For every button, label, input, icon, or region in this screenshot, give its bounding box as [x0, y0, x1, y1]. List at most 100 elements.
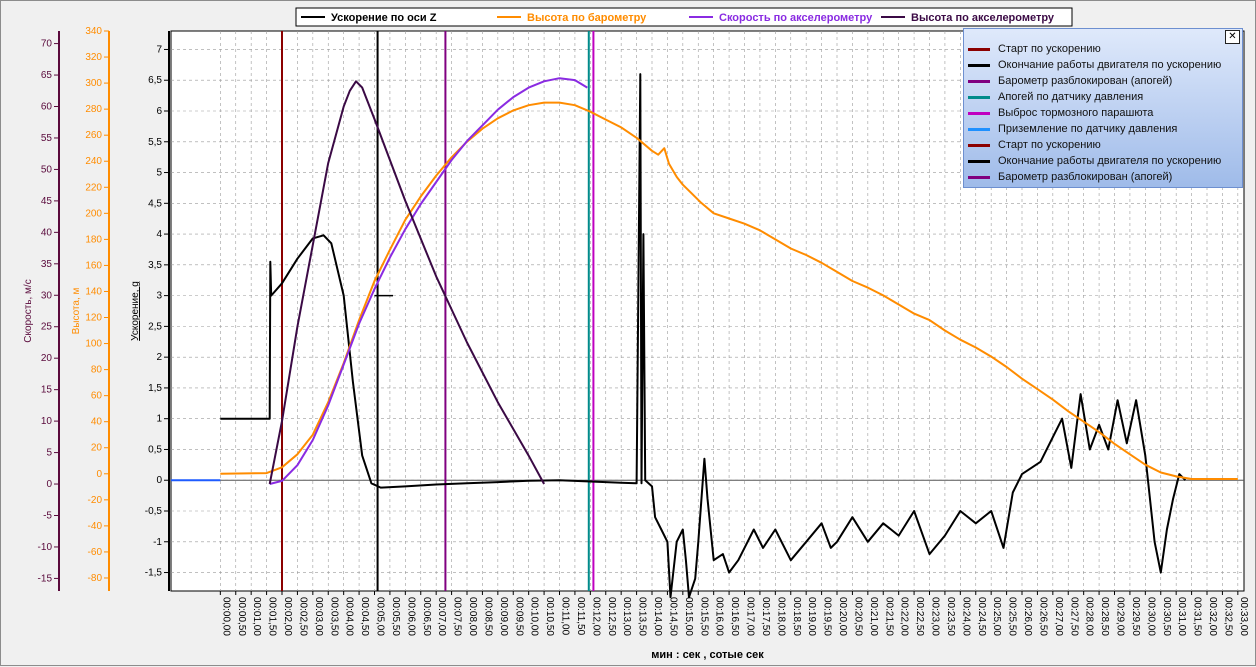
legend-swatch: [968, 63, 990, 67]
y-tick-label: 0: [46, 479, 52, 490]
x-tick-label: 00:14,50: [667, 597, 678, 636]
x-tick-label: 00:02,50: [297, 597, 308, 636]
y-tick-label: 320: [85, 52, 102, 63]
y-tick-label: 0,5: [148, 444, 162, 455]
legend-panel-label: Приземление по датчику давления: [998, 123, 1178, 135]
y-tick-label: 25: [41, 322, 53, 333]
x-tick-label: 00:17,50: [760, 597, 771, 636]
x-tick-label: 00:17,00: [745, 597, 756, 636]
y-tick-label: 260: [85, 130, 102, 141]
y-tick-label: 1: [156, 414, 162, 425]
x-tick-label: 00:23,50: [945, 597, 956, 636]
y-tick-label: 180: [85, 234, 102, 245]
y-tick-label: 20: [91, 443, 103, 454]
x-tick-label: 00:21,00: [868, 597, 879, 636]
x-tick-label: 00:11,00: [560, 597, 571, 636]
x-tick-label: 00:22,00: [899, 597, 910, 636]
y-tick-label: 6,5: [148, 75, 162, 86]
x-tick-label: 00:20,50: [852, 597, 863, 636]
legend-swatch: [968, 79, 990, 83]
x-tick-label: 00:33,00: [1238, 597, 1249, 636]
x-tick-label: 00:13,00: [621, 597, 632, 636]
y-tick-label: 45: [41, 196, 53, 207]
y-tick-label: 120: [85, 313, 102, 324]
y-tick-label: 70: [41, 39, 53, 50]
legend-panel-item: Окончание работы двигателя по ускорению: [968, 153, 1221, 169]
y-tick-label: 5: [156, 168, 162, 179]
close-icon[interactable]: ✕: [1225, 30, 1240, 44]
legend-swatch: [968, 127, 990, 131]
y-tick-label: 10: [41, 416, 53, 427]
x-tick-label: 00:12,00: [590, 597, 601, 636]
x-tick-label: 00:08,50: [482, 597, 493, 636]
series-line: [269, 77, 588, 485]
x-tick-label: 00:16,00: [714, 597, 725, 636]
y-tick-label: -80: [88, 573, 103, 584]
y-tick-label: -20: [88, 495, 103, 506]
y-tick-label: 40: [41, 227, 53, 238]
x-tick-label: 00:21,50: [883, 597, 894, 636]
legend-entry: Ускорение по оси Z: [331, 12, 437, 24]
y-tick-label: 1,5: [148, 383, 162, 394]
x-tick-label: 00:28,00: [1084, 597, 1095, 636]
x-tick-label: 00:07,50: [452, 597, 463, 636]
x-tick-label: 00:14,00: [652, 597, 663, 636]
legend-panel-item: Окончание работы двигателя по ускорению: [968, 57, 1221, 73]
x-tick-label: 00:15,50: [698, 597, 709, 636]
y-tick-label: 0: [96, 469, 102, 480]
legend-swatch: [968, 159, 990, 163]
y-tick-label: 7: [156, 44, 162, 55]
y-tick-label: 2,5: [148, 321, 162, 332]
y-axis-label: Ускорение, g: [130, 281, 141, 341]
x-tick-label: 00:28,50: [1099, 597, 1110, 636]
x-tick-label: 00:12,50: [606, 597, 617, 636]
y-tick-label: 100: [85, 339, 102, 350]
x-tick-label: 00:25,50: [1007, 597, 1018, 636]
y-tick-label: 0: [156, 475, 162, 486]
y-tick-label: 55: [41, 133, 53, 144]
legend-swatch: [968, 111, 990, 115]
legend-panel-item: Выброс тормозного парашюта: [968, 105, 1153, 121]
x-tick-label: 00:09,00: [498, 597, 509, 636]
y-tick-label: 240: [85, 156, 102, 167]
x-tick-label: 00:24,00: [960, 597, 971, 636]
x-tick-label: 00:30,00: [1145, 597, 1156, 636]
y-tick-label: -60: [88, 547, 103, 558]
y-tick-label: 4: [156, 229, 162, 240]
legend-swatch: [968, 143, 990, 147]
x-tick-label: 00:00,00: [220, 597, 231, 636]
legend-entry: Скорость по акселерометру: [719, 12, 873, 24]
x-tick-label: 00:25,00: [991, 597, 1002, 636]
legend-panel-label: Барометр разблокирован (апогей): [998, 75, 1173, 87]
x-tick-label: 00:05,50: [390, 597, 401, 636]
y-tick-label: 140: [85, 286, 102, 297]
legend-swatch: [968, 175, 990, 179]
x-tick-label: 00:30,50: [1161, 597, 1172, 636]
y-tick-label: 60: [41, 102, 53, 113]
legend-panel-item: Старт по ускорению: [968, 137, 1101, 153]
y-tick-label: 280: [85, 104, 102, 115]
y-tick-label: 220: [85, 182, 102, 193]
series-line: [220, 101, 1238, 480]
legend-panel-item: Апогей по датчику давления: [968, 89, 1143, 105]
x-tick-label: 00:04,50: [359, 597, 370, 636]
x-tick-label: 00:06,00: [405, 597, 416, 636]
x-tick-label: 00:08,00: [467, 597, 478, 636]
x-tick-label: 00:20,00: [837, 597, 848, 636]
y-tick-label: 30: [41, 290, 53, 301]
x-tick-label: 00:03,00: [313, 597, 324, 636]
legend-panel: ✕ Старт по ускорению Окончание работы дви…: [963, 28, 1243, 188]
x-tick-label: 00:18,50: [791, 597, 802, 636]
y-tick-label: -40: [88, 521, 103, 532]
top-legend-box: [295, 7, 1073, 27]
y-tick-label: 3,5: [148, 260, 162, 271]
x-tick-label: 00:10,50: [544, 597, 555, 636]
x-tick-label: 00:01,00: [251, 597, 262, 636]
legend-swatch: [968, 47, 990, 51]
y-tick-label: 40: [91, 417, 103, 428]
x-tick-label: 00:23,00: [930, 597, 941, 636]
x-tick-label: 00:29,00: [1115, 597, 1126, 636]
y-tick-label: 340: [85, 26, 102, 37]
x-tick-label: 00:26,50: [1037, 597, 1048, 636]
